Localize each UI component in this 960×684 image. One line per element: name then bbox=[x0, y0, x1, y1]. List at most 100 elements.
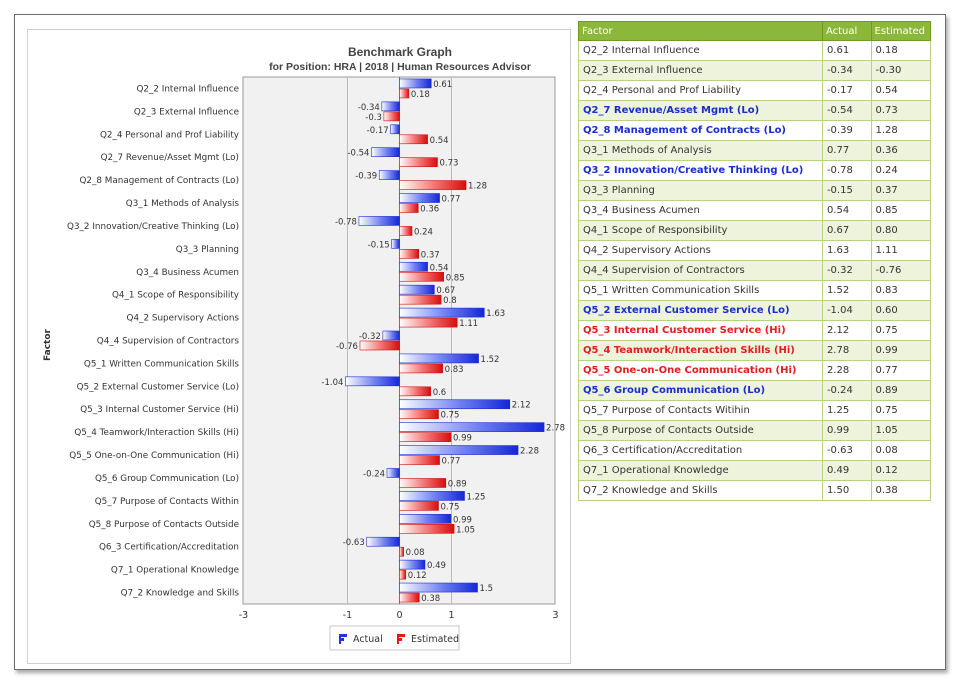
table-row: Q3_2 Innovation/Creative Thinking (Lo) -0… bbox=[578, 160, 932, 181]
bar-actual[interactable] bbox=[366, 536, 400, 547]
bar-actual[interactable] bbox=[399, 422, 545, 432]
bar-estimated[interactable] bbox=[359, 340, 400, 351]
bar-actual[interactable] bbox=[399, 514, 452, 524]
bar-estimated[interactable] bbox=[383, 111, 400, 122]
data-label-actual: 1.5 bbox=[480, 584, 494, 594]
factor-table: Factor Actual Estimated Q2_2 Internal In… bbox=[578, 21, 932, 501]
estimated-cell: 0.75 bbox=[870, 320, 932, 341]
bar-estimated[interactable] bbox=[399, 249, 420, 259]
estimated-cell: 0.99 bbox=[870, 340, 932, 361]
category-label: Q2_7 Revenue/Asset Mgmt (Lo) bbox=[101, 153, 239, 163]
bar-estimated[interactable] bbox=[399, 455, 440, 465]
factor-cell: Q3_4 Business Acumen bbox=[578, 200, 823, 221]
data-label-actual: -0.17 bbox=[367, 126, 389, 136]
data-label-estimated: 0.38 bbox=[421, 594, 440, 604]
bar-actual[interactable] bbox=[386, 468, 400, 478]
actual-cell: -0.63 bbox=[821, 440, 872, 461]
bar-estimated[interactable] bbox=[399, 271, 445, 282]
category-label: Q4_1 Scope of Responsibility bbox=[112, 291, 239, 301]
bar-actual[interactable] bbox=[390, 124, 400, 135]
data-label-actual: -1.04 bbox=[321, 378, 343, 388]
category-label: Q5_7 Purpose of Contacts Within bbox=[95, 497, 239, 507]
factor-cell: Q4_1 Scope of Responsibility bbox=[578, 220, 823, 241]
estimated-cell: 0.18 bbox=[870, 40, 932, 61]
data-label-actual: 0.99 bbox=[453, 515, 472, 525]
bar-estimated[interactable] bbox=[399, 363, 443, 374]
chart-title: Benchmark Graph bbox=[348, 45, 452, 59]
bar-estimated[interactable] bbox=[399, 203, 419, 213]
bar-actual[interactable] bbox=[399, 399, 511, 410]
bar-actual[interactable] bbox=[391, 239, 400, 249]
table-row: Q3_3 Planning -0.15 0.37 bbox=[578, 180, 932, 201]
bar-actual[interactable] bbox=[399, 491, 465, 501]
bar-estimated[interactable] bbox=[399, 432, 452, 442]
bar-estimated[interactable] bbox=[399, 478, 447, 488]
bar-estimated[interactable] bbox=[399, 134, 428, 145]
bar-actual[interactable] bbox=[399, 559, 426, 570]
data-label-actual: 2.78 bbox=[546, 424, 565, 434]
data-label-estimated: 0.75 bbox=[441, 411, 460, 421]
col-actual[interactable]: Actual bbox=[821, 21, 872, 41]
bar-estimated[interactable] bbox=[399, 180, 467, 190]
bar-estimated[interactable] bbox=[399, 501, 439, 511]
data-label-actual: -0.54 bbox=[347, 149, 369, 159]
data-label-actual: -0.78 bbox=[335, 217, 357, 227]
bar-estimated[interactable] bbox=[399, 317, 458, 328]
bar-estimated[interactable] bbox=[399, 409, 439, 420]
factor-cell: Q5_4 Teamwork/Interaction Skills (Hi) bbox=[578, 340, 823, 361]
bar-estimated[interactable] bbox=[399, 157, 438, 167]
bar-actual[interactable] bbox=[378, 170, 400, 180]
bar-actual[interactable] bbox=[399, 582, 478, 593]
bar-estimated[interactable] bbox=[399, 386, 432, 397]
bar-estimated[interactable] bbox=[399, 592, 420, 603]
bar-actual[interactable] bbox=[358, 216, 400, 226]
actual-cell: 1.52 bbox=[821, 280, 872, 301]
data-label-actual: 0.67 bbox=[436, 286, 455, 296]
table-row: Q4_4 Supervision of Contractors -0.32 -0.7… bbox=[578, 260, 932, 281]
bar-estimated[interactable] bbox=[399, 226, 413, 236]
col-estimated[interactable]: Estimated bbox=[870, 21, 932, 41]
estimated-cell: 0.60 bbox=[870, 300, 932, 321]
bar-actual[interactable] bbox=[345, 376, 400, 387]
estimated-cell: 0.83 bbox=[870, 280, 932, 301]
bar-actual[interactable] bbox=[399, 261, 428, 272]
bar-estimated[interactable] bbox=[399, 546, 404, 557]
col-factor[interactable]: Factor bbox=[578, 21, 823, 41]
actual-cell: -0.15 bbox=[821, 180, 872, 201]
bar-estimated[interactable] bbox=[399, 294, 442, 305]
factor-cell: Q7_2 Knowledge and Skills bbox=[578, 480, 823, 501]
y-axis-label: Factor bbox=[43, 328, 53, 361]
table-row: Q5_6 Group Communication (Lo) -0.24 0.89 bbox=[578, 380, 932, 401]
data-label-estimated: 0.24 bbox=[414, 227, 433, 237]
bar-actual[interactable] bbox=[399, 78, 432, 89]
data-label-estimated: 0.18 bbox=[411, 90, 430, 100]
bar-actual[interactable] bbox=[382, 330, 400, 341]
bar-actual[interactable] bbox=[399, 307, 485, 318]
data-label-estimated: 0.89 bbox=[448, 479, 467, 489]
legend-actual[interactable]: Actual bbox=[339, 634, 383, 645]
factor-cell: Q3_1 Methods of Analysis bbox=[578, 140, 823, 161]
bar-actual[interactable] bbox=[399, 284, 435, 295]
bar-actual[interactable] bbox=[399, 353, 479, 364]
bar-actual[interactable] bbox=[371, 147, 400, 157]
category-label: Q5_1 Written Communication Skills bbox=[84, 359, 240, 369]
bar-estimated[interactable] bbox=[399, 569, 407, 580]
table-row: Q2_8 Management of Contracts (Lo) -0.39 1.… bbox=[578, 120, 932, 141]
actual-cell: 0.67 bbox=[821, 220, 872, 241]
bar-actual[interactable] bbox=[399, 445, 519, 455]
category-label: Q2_4 Personal and Prof Liability bbox=[100, 130, 239, 140]
table-row: Q5_3 Internal Customer Service (Hi) 2.12 0… bbox=[578, 320, 932, 341]
category-label: Q7_2 Knowledge and Skills bbox=[121, 589, 240, 599]
estimated-cell: 0.38 bbox=[870, 480, 932, 501]
legend-estimated[interactable]: Estimated bbox=[397, 634, 459, 645]
data-label-estimated: 0.37 bbox=[421, 250, 440, 260]
estimated-cell: 0.37 bbox=[870, 180, 932, 201]
chart-legend[interactable]: Actual Estimated bbox=[329, 625, 460, 651]
factor-cell: Q2_8 Management of Contracts (Lo) bbox=[578, 120, 823, 141]
actual-cell: 0.99 bbox=[821, 420, 872, 441]
bar-actual[interactable] bbox=[399, 193, 440, 203]
bar-estimated[interactable] bbox=[399, 524, 455, 534]
category-label: Q5_6 Group Communication (Lo) bbox=[95, 474, 239, 484]
bar-estimated[interactable] bbox=[399, 88, 410, 99]
bar-actual[interactable] bbox=[381, 101, 400, 112]
